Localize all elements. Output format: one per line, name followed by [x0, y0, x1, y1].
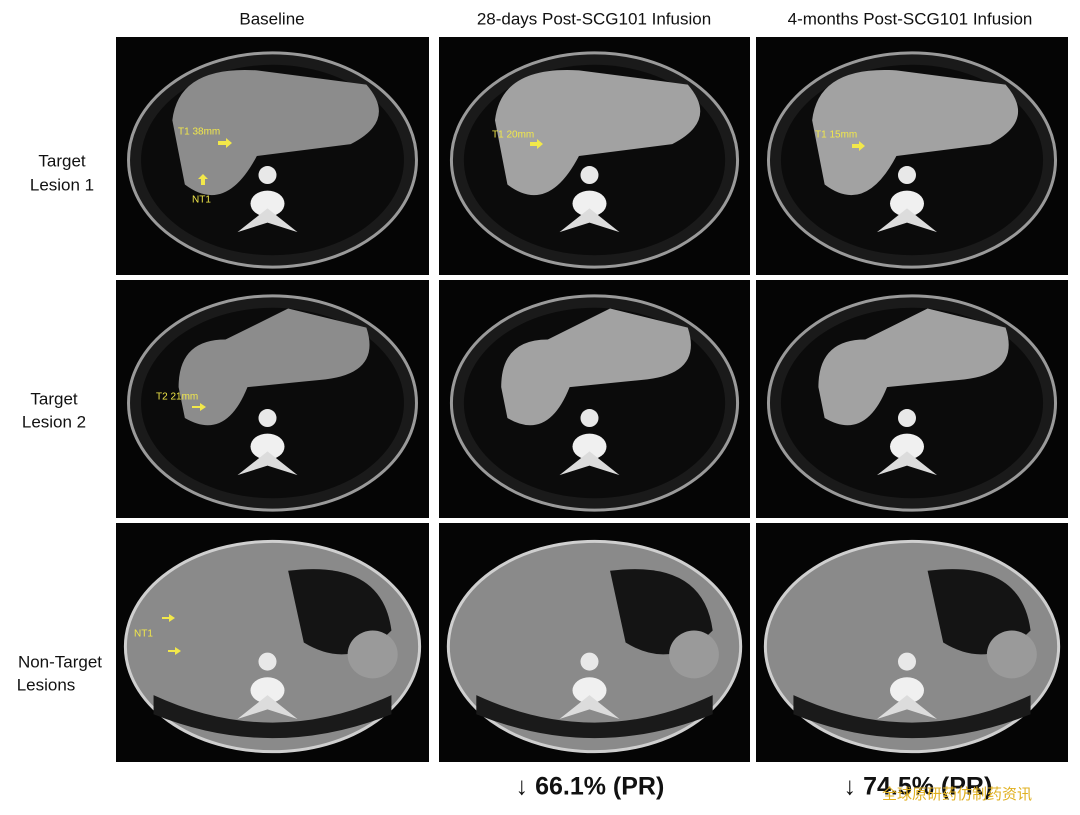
response-label: ↓ 74.5% (PR): [844, 773, 993, 801]
row-label: Non-Target: [18, 652, 102, 671]
aorta: [258, 409, 277, 428]
aorta: [258, 166, 277, 185]
vertebra: [890, 190, 924, 217]
liver: [178, 308, 370, 426]
annotation: T1 38mm: [178, 127, 220, 138]
vertebra: [890, 433, 924, 460]
annotation: T1 15mm: [815, 130, 857, 141]
spine-process: [559, 451, 620, 476]
ct-scan: [116, 37, 429, 275]
row-label: Target: [30, 389, 78, 408]
vertebra: [890, 677, 924, 704]
annotation: T2 21mm: [156, 392, 198, 403]
liver: [501, 308, 691, 426]
column-header: 4-months Post-SCG101 Infusion: [788, 9, 1033, 28]
ct-scan: [116, 523, 429, 762]
aorta: [898, 166, 916, 185]
aorta: [898, 652, 916, 671]
ct-scan: [439, 37, 750, 275]
spleen: [347, 630, 398, 679]
spine-process: [237, 695, 298, 719]
liver: [494, 69, 701, 196]
column-header: Baseline: [239, 9, 304, 28]
ct-scan: [756, 37, 1068, 275]
spine-process: [877, 695, 937, 719]
vertebra: [250, 677, 285, 704]
spine-process: [877, 208, 937, 233]
spleen: [669, 630, 719, 679]
vertebra: [572, 677, 607, 704]
spine-process: [237, 208, 298, 233]
watermark: 全球原研药仿制药资讯: [882, 785, 1032, 803]
vertebra: [572, 190, 607, 217]
spine-process: [559, 208, 620, 233]
aorta: [580, 652, 599, 671]
vertebra: [572, 433, 607, 460]
vertebra: [250, 190, 285, 217]
row-label: Lesions: [17, 675, 76, 694]
ct-scan: [439, 523, 750, 762]
spine-process: [877, 451, 937, 476]
back-fat: [153, 695, 392, 739]
ct-scan: [756, 523, 1068, 762]
aorta: [580, 166, 599, 185]
spine-process: [237, 451, 298, 476]
row-label: Lesion 1: [30, 175, 94, 194]
spleen: [986, 630, 1037, 679]
liver: [818, 308, 1009, 426]
vertebra: [250, 433, 285, 460]
annotation: T1 20mm: [492, 130, 534, 141]
aorta: [258, 652, 277, 671]
spine-process: [559, 695, 620, 719]
response-label: ↓ 66.1% (PR): [516, 773, 665, 801]
ct-scan: [439, 280, 750, 518]
liver: [812, 69, 1019, 196]
back-fat: [476, 695, 713, 739]
liver: [172, 69, 379, 196]
annotation: NT1: [192, 195, 211, 206]
aorta: [580, 409, 599, 428]
back-fat: [793, 695, 1031, 739]
ct-scan: [756, 280, 1068, 518]
row-label: Lesion 2: [22, 412, 86, 431]
aorta: [898, 409, 916, 428]
annotation: NT1: [134, 629, 153, 640]
scan-grid: [116, 37, 1068, 762]
row-label: Target: [38, 151, 86, 170]
column-header: 28-days Post-SCG101 Infusion: [477, 9, 711, 28]
ct-scan: [116, 280, 429, 518]
annotation-arrows: [162, 138, 865, 655]
